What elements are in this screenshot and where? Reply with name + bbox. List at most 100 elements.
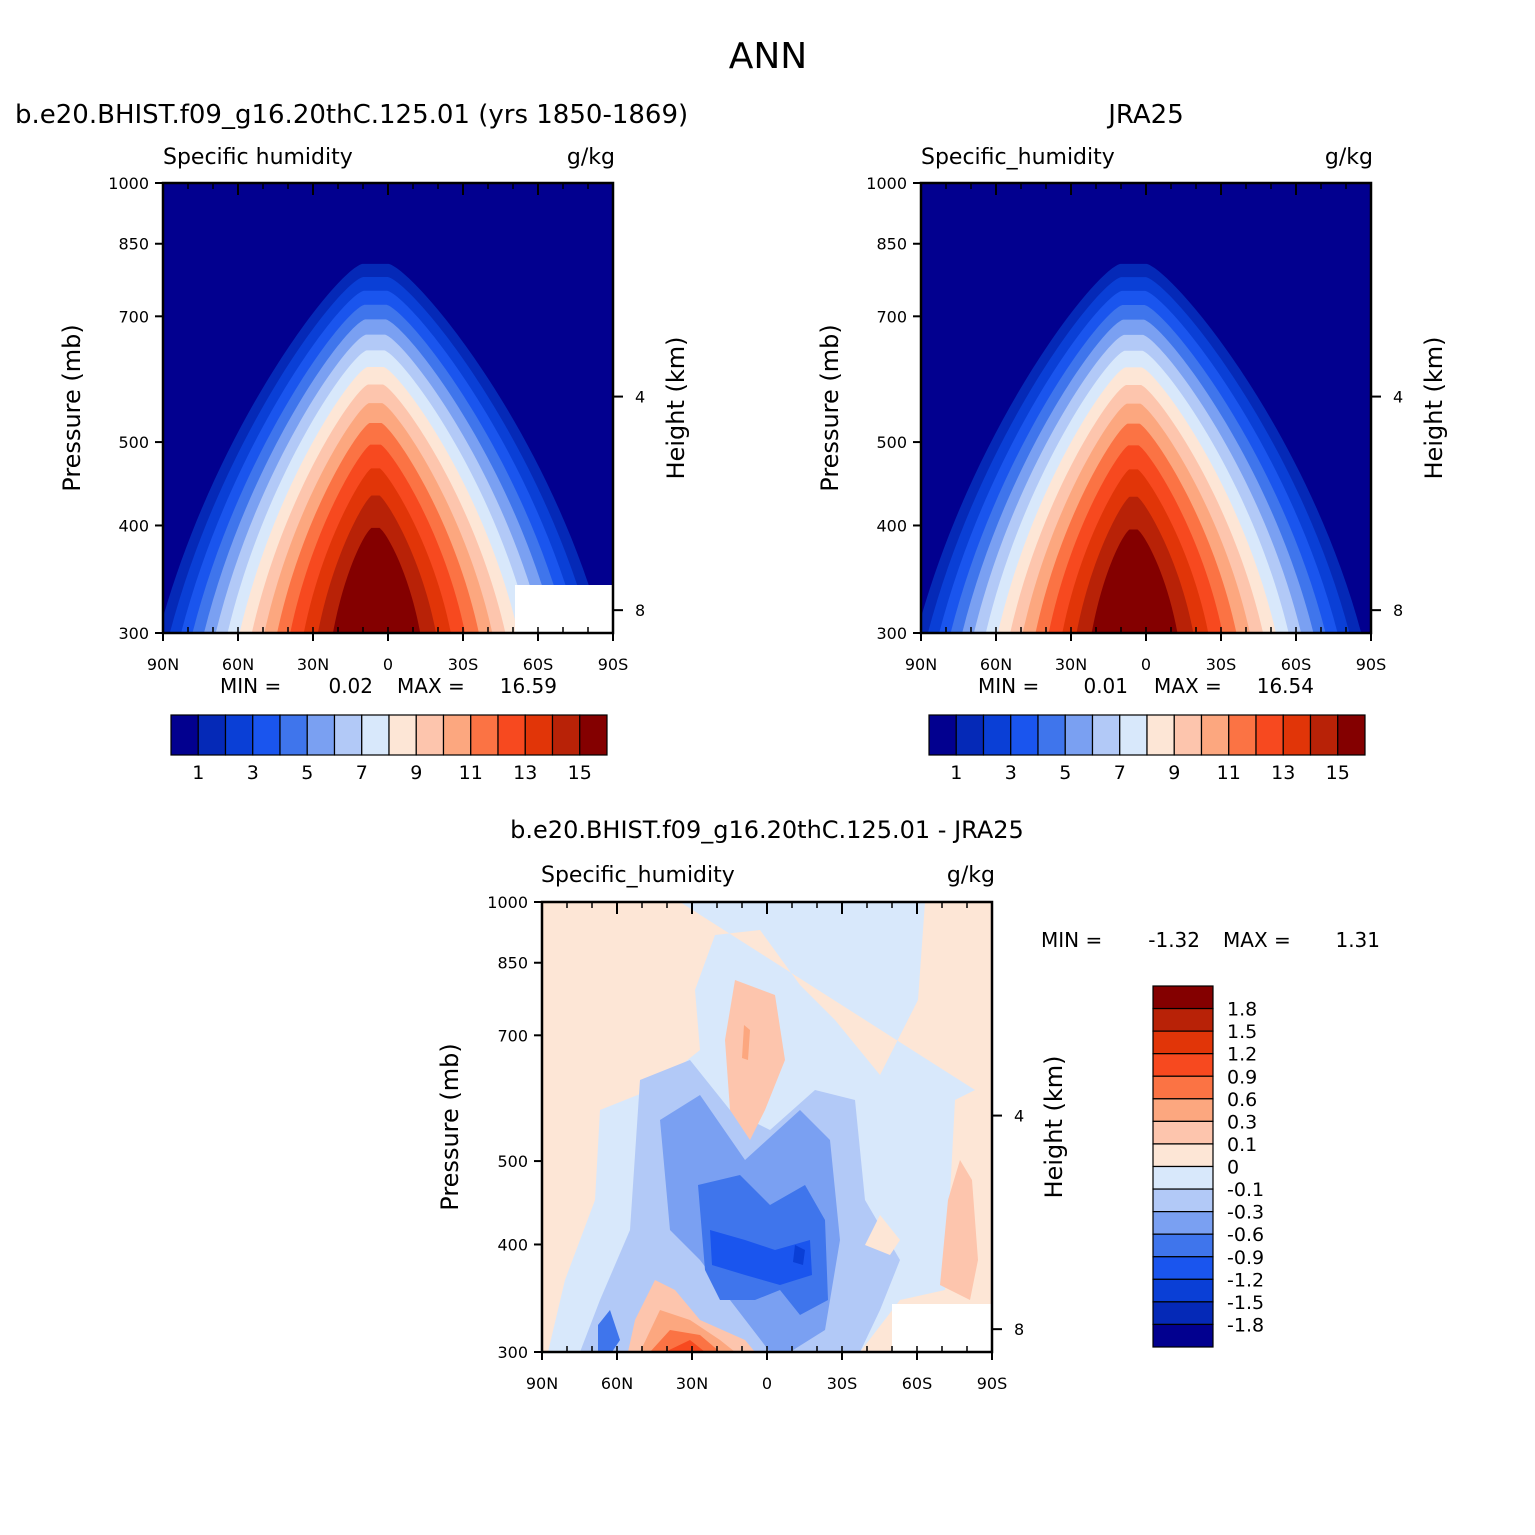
- diff-colorbar-box: [1152, 1188, 1214, 1213]
- model-colorbar-label: 15: [568, 762, 592, 784]
- obs-x-tick-label: 30S: [1206, 655, 1237, 674]
- obs-x-tick-label: 90S: [1356, 655, 1387, 674]
- model-x-tick-label: 90N: [147, 655, 179, 674]
- obs-y-tick-label: 500: [876, 433, 907, 452]
- model-x-tick-label: 60S: [523, 655, 554, 674]
- diff-colorbar-label: 1.8: [1227, 999, 1257, 1021]
- model-y2-tick-label: 8: [635, 601, 645, 620]
- obs-colorbar-box: [1337, 714, 1366, 756]
- model-colorbar-label: 1: [192, 762, 204, 784]
- obs-colorbar-box: [1309, 714, 1339, 756]
- obs-colorbar-box: [1091, 714, 1121, 756]
- obs-x-tick-label: 60S: [1281, 655, 1312, 674]
- model-y2label: Height (km): [662, 337, 690, 480]
- obs-y2-tick-label: 8: [1393, 601, 1403, 620]
- diff-colorbar-label: 0.9: [1227, 1066, 1257, 1088]
- diff-contour-region: [793, 1245, 805, 1265]
- diff-colorbar-label: 1.5: [1227, 1021, 1257, 1043]
- obs-colorbar-box: [1010, 714, 1039, 756]
- diff-min-label: MIN =: [1041, 928, 1102, 952]
- model-min-label: MIN =: [220, 674, 281, 698]
- obs-colorbar-box: [982, 714, 1012, 756]
- diff-y-tick-label: 400: [497, 1235, 528, 1254]
- model-colorbar-box: [361, 714, 390, 756]
- obs-axes: 90N 60N 30N 0 30S 60S 90S 300 400 500 700 850 1000 8 4: [866, 174, 1403, 674]
- model-colorbar-label: 11: [459, 762, 483, 784]
- diff-colorbar-box: [1152, 1278, 1214, 1303]
- diff-subtitle-left: Specific_humidity: [541, 863, 735, 888]
- model-y-tick-label: 850: [118, 235, 149, 254]
- diff-subtitle-right: g/kg: [947, 863, 995, 888]
- model-colorbar-box: [497, 714, 526, 756]
- diff-colorbar-box: [1152, 1256, 1214, 1280]
- diff-contour-region: [725, 980, 785, 1140]
- obs-colorbar-box: [1282, 714, 1312, 756]
- diff-colorbar-box: [1152, 1098, 1214, 1122]
- model-min-value: 0.02: [328, 674, 373, 698]
- model-x-tick-label: 60N: [222, 655, 254, 674]
- diff-contour-region: [940, 1160, 978, 1300]
- obs-y2label: Height (km): [1420, 337, 1448, 480]
- obs-colorbar-label: 15: [1326, 762, 1350, 784]
- diff-colorbar-box: [1152, 1301, 1214, 1326]
- diff-axes: 90N 60N 30N 0 30S 60S 90S 300 400 500 700 850 1000 8 4: [487, 893, 1024, 1393]
- model-colorbar-label: 3: [247, 762, 259, 784]
- obs-x-tick-label: 30N: [1055, 655, 1087, 674]
- obs-colorbar-label: 13: [1271, 762, 1295, 784]
- model-colorbar-box: [470, 714, 499, 756]
- diff-contour-region: [665, 1340, 705, 1352]
- model-colorbar: 1 3 5 7 9 11 13 15: [170, 714, 608, 784]
- model-y-tick-label: 700: [118, 307, 149, 326]
- obs-x-tick-label: 90N: [905, 655, 937, 674]
- diff-contour-region: [710, 1230, 812, 1285]
- diff-colorbar-label: -0.1: [1227, 1179, 1264, 1201]
- diff-colorbar-box: [1152, 1233, 1214, 1258]
- diff-colorbar-label: 1.2: [1227, 1044, 1257, 1066]
- obs-colorbar-box: [1037, 714, 1066, 756]
- obs-colorbar-box: [1200, 714, 1230, 756]
- diff-contour-region: [742, 1025, 750, 1060]
- obs-y-tick-label: 1000: [866, 174, 907, 193]
- diff-colorbar-box: [1152, 1120, 1214, 1145]
- diff-colorbar-box: [1152, 1075, 1214, 1100]
- obs-y-tick-label: 400: [876, 516, 907, 535]
- obs-y-tick-label: 850: [876, 235, 907, 254]
- diff-colorbar-label: -0.6: [1227, 1224, 1264, 1246]
- diff-max-value: 1.31: [1335, 928, 1380, 952]
- obs-colorbar-box: [955, 714, 985, 756]
- obs-max-label: MAX =: [1154, 674, 1222, 698]
- diff-contour-region: [598, 1310, 620, 1352]
- diff-colorbar-box: [1152, 1030, 1214, 1055]
- diff-colorbar-box: [1152, 1143, 1214, 1168]
- obs-y2-tick-label: 4: [1393, 388, 1403, 407]
- obs-colorbar-box: [1119, 714, 1148, 756]
- model-subtitle-right: g/kg: [567, 145, 615, 170]
- obs-panel: JRA25 Specific_humidity g/kg 90N 60N 30N 0 3…: [816, 100, 1448, 784]
- diff-x-tick-label: 90S: [977, 1374, 1008, 1393]
- diff-x-tick-label: 90N: [526, 1374, 558, 1393]
- model-colorbar-box: [279, 714, 308, 756]
- model-colorbar-box: [197, 714, 227, 756]
- obs-ylabel: Pressure (mb): [816, 324, 844, 491]
- diff-y2-tick-label: 4: [1014, 1107, 1024, 1126]
- diff-colorbar-box: [1152, 1211, 1214, 1235]
- model-colorbar-box: [306, 714, 336, 756]
- obs-subtitle-right: g/kg: [1325, 145, 1373, 170]
- model-missing-data: [515, 585, 613, 633]
- diff-x-tick-label: 30N: [676, 1374, 708, 1393]
- model-title: b.e20.BHIST.f09_g16.20thC.125.01 (yrs 18…: [15, 100, 688, 130]
- diff-colorbar-box: [1152, 985, 1214, 1010]
- model-colorbar-box: [252, 714, 281, 756]
- obs-y-tick-label: 300: [876, 624, 907, 643]
- diff-y-tick-label: 700: [497, 1026, 528, 1045]
- model-max-label: MAX =: [397, 674, 465, 698]
- diff-min-value: -1.32: [1148, 928, 1200, 952]
- model-y-tick-label: 500: [118, 433, 149, 452]
- obs-colorbar-label: 7: [1114, 762, 1126, 784]
- diff-colorbar-label: 0.1: [1227, 1134, 1257, 1156]
- diff-colorbar-box: [1152, 1323, 1214, 1348]
- diff-title: b.e20.BHIST.f09_g16.20thC.125.01 - JRA25: [510, 816, 1024, 844]
- diff-colorbar-label: -0.3: [1227, 1202, 1264, 1224]
- diff-y-tick-label: 500: [497, 1152, 528, 1171]
- diff-contour-region: [865, 1215, 900, 1255]
